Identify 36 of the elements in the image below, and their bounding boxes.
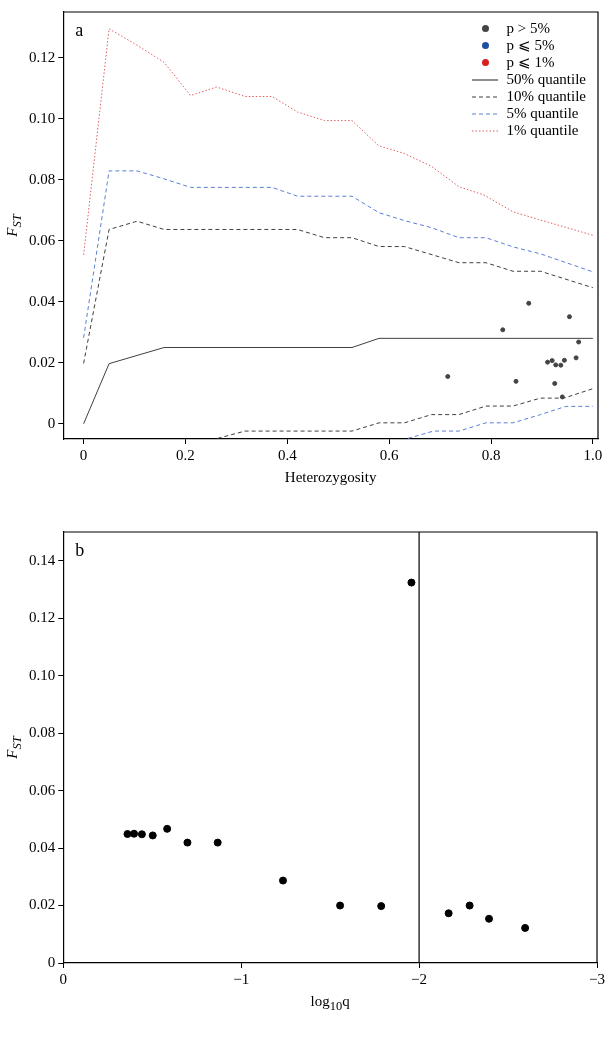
y-tick-label: 0.10 xyxy=(29,666,56,683)
x-tick-label: −2 xyxy=(411,970,428,987)
x-tick-label: 0.6 xyxy=(379,446,400,463)
y-tick-label: 0 xyxy=(47,414,56,431)
annotation: b xyxy=(75,539,85,560)
x-tick-label: 1.0 xyxy=(583,446,603,463)
y-tick-label: 0.08 xyxy=(29,724,56,741)
legend-label: 10% quantile xyxy=(506,88,586,105)
legend-label: 50% quantile xyxy=(506,71,586,88)
x-axis-title: log$_{10}$q xyxy=(309,993,351,1014)
x-tick-label: −3 xyxy=(589,970,605,987)
y-tick-label: 0.04 xyxy=(29,292,56,309)
x-tick-label: 0 xyxy=(59,970,67,987)
x-tick-label: 0.4 xyxy=(277,446,298,463)
x-tick-label: 0.2 xyxy=(176,446,195,463)
y-tick-label: 0.14 xyxy=(29,551,56,568)
y-tick-label: 0.08 xyxy=(29,170,56,187)
legend-label: p > 5% xyxy=(506,20,550,37)
y-tick-label: 0.06 xyxy=(29,781,56,798)
y-tick-label: 0.12 xyxy=(29,609,56,626)
legend-label: 5% quantile xyxy=(506,105,579,122)
y-tick-label: 0.12 xyxy=(29,48,56,65)
legend-label: p ⩽ 1% xyxy=(506,54,555,71)
y-tick-label: 0.06 xyxy=(29,231,56,248)
x-tick-label: 0.8 xyxy=(481,446,501,463)
x-tick-label: −1 xyxy=(233,970,250,987)
y-tick-label: 0.02 xyxy=(29,896,56,913)
y-tick-label: 0.10 xyxy=(29,109,56,126)
x-tick-label: 0 xyxy=(79,446,88,463)
x-axis-title: Heterozygosity xyxy=(283,469,378,486)
legend-label: p ⩽ 5% xyxy=(506,37,555,54)
y-tick-label: 0.02 xyxy=(29,353,56,370)
y-tick-label: 0 xyxy=(47,953,56,970)
annotation: a xyxy=(75,19,84,40)
legend-label: 1% quantile xyxy=(506,122,579,139)
y-tick-label: 0.04 xyxy=(29,839,56,855)
